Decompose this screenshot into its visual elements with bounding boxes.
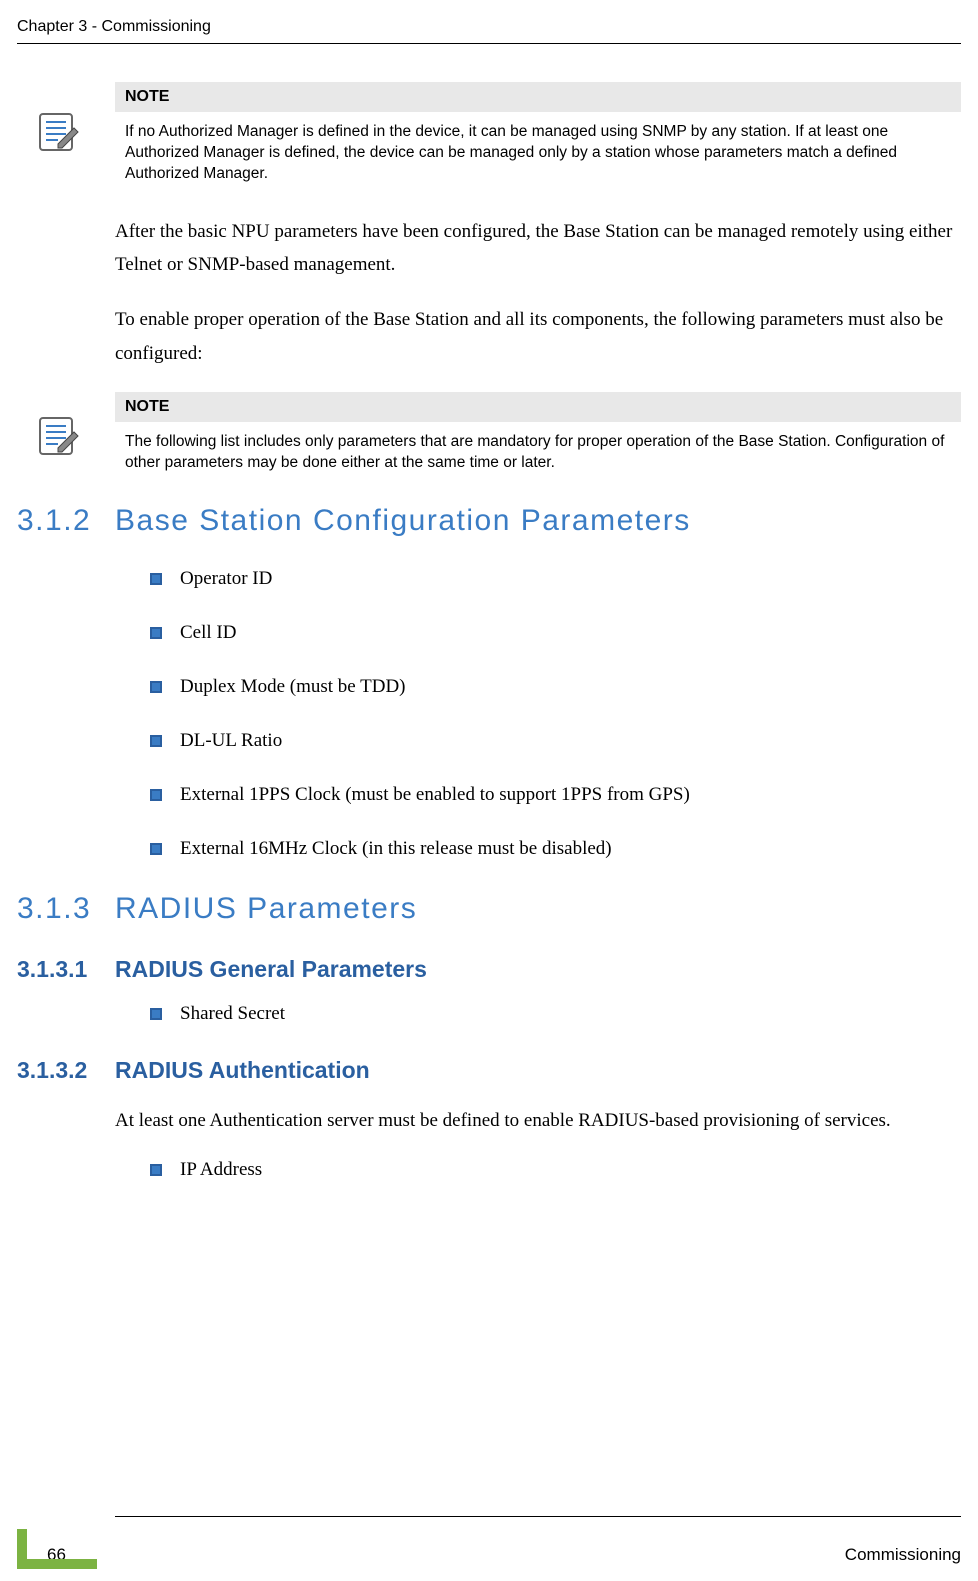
list-text: Operator ID xyxy=(180,568,272,590)
bullet-icon xyxy=(150,789,162,801)
section-heading-313: 3.1.3 RADIUS Parameters xyxy=(0,892,961,926)
note-icon xyxy=(34,108,82,156)
bullet-icon xyxy=(150,735,162,747)
list-item: DL-UL Ratio xyxy=(150,730,961,752)
section-num: 3.1.2 xyxy=(0,504,115,538)
list-text: IP Address xyxy=(180,1159,262,1181)
section-num: 3.1.3 xyxy=(0,892,115,926)
list-text: External 16MHz Clock (in this release mu… xyxy=(180,838,612,860)
subsection-num: 3.1.3.1 xyxy=(0,956,115,983)
subsection-title: RADIUS General Parameters xyxy=(115,956,427,983)
list-item: Duplex Mode (must be TDD) xyxy=(150,676,961,698)
list-text: Duplex Mode (must be TDD) xyxy=(180,676,406,698)
page-footer: 66 Commissioning xyxy=(0,1516,961,1569)
note-title: NOTE xyxy=(115,82,961,112)
note-icon xyxy=(34,412,82,460)
bullet-icon xyxy=(150,681,162,693)
list-item: Shared Secret xyxy=(150,1003,961,1025)
note-box: NOTE If no Authorized Manager is defined… xyxy=(115,82,961,191)
list-text: Shared Secret xyxy=(180,1003,285,1025)
list-item: External 16MHz Clock (in this release mu… xyxy=(150,838,961,860)
subsection-heading-3132: 3.1.3.2 RADIUS Authentication xyxy=(0,1057,961,1084)
green-accent-horizontal xyxy=(17,1559,97,1569)
note-box: NOTE The following list includes only pa… xyxy=(115,392,961,480)
note-title: NOTE xyxy=(115,392,961,422)
list-text: Cell ID xyxy=(180,622,236,644)
paragraph: After the basic NPU parameters have been… xyxy=(115,215,961,282)
bullet-icon xyxy=(150,1008,162,1020)
header-rule xyxy=(17,43,961,44)
list-item: Cell ID xyxy=(150,622,961,644)
paragraph: At least one Authentication server must … xyxy=(115,1104,961,1137)
footer-rule xyxy=(115,1516,961,1517)
chapter-header: Chapter 3 - Commissioning xyxy=(17,18,211,36)
list-item: Operator ID xyxy=(150,568,961,590)
bullet-icon xyxy=(150,1164,162,1176)
bullet-icon xyxy=(150,573,162,585)
note-body: The following list includes only paramet… xyxy=(115,422,961,480)
subsection-title: RADIUS Authentication xyxy=(115,1057,370,1084)
paragraph: To enable proper operation of the Base S… xyxy=(115,303,961,370)
page-content: NOTE If no Authorized Manager is defined… xyxy=(0,82,961,1213)
subsection-heading-3131: 3.1.3.1 RADIUS General Parameters xyxy=(0,956,961,983)
list-text: External 1PPS Clock (must be enabled to … xyxy=(180,784,690,806)
note-body: If no Authorized Manager is defined in t… xyxy=(115,112,961,191)
section-title: RADIUS Parameters xyxy=(115,892,417,926)
section-heading-312: 3.1.2 Base Station Configuration Paramet… xyxy=(0,504,961,538)
bullet-icon xyxy=(150,627,162,639)
list-item: External 1PPS Clock (must be enabled to … xyxy=(150,784,961,806)
list-item: IP Address xyxy=(150,1159,961,1181)
bullet-icon xyxy=(150,843,162,855)
footer-label: Commissioning xyxy=(845,1545,961,1565)
section-title: Base Station Configuration Parameters xyxy=(115,504,691,538)
list-text: DL-UL Ratio xyxy=(180,730,282,752)
subsection-num: 3.1.3.2 xyxy=(0,1057,115,1084)
